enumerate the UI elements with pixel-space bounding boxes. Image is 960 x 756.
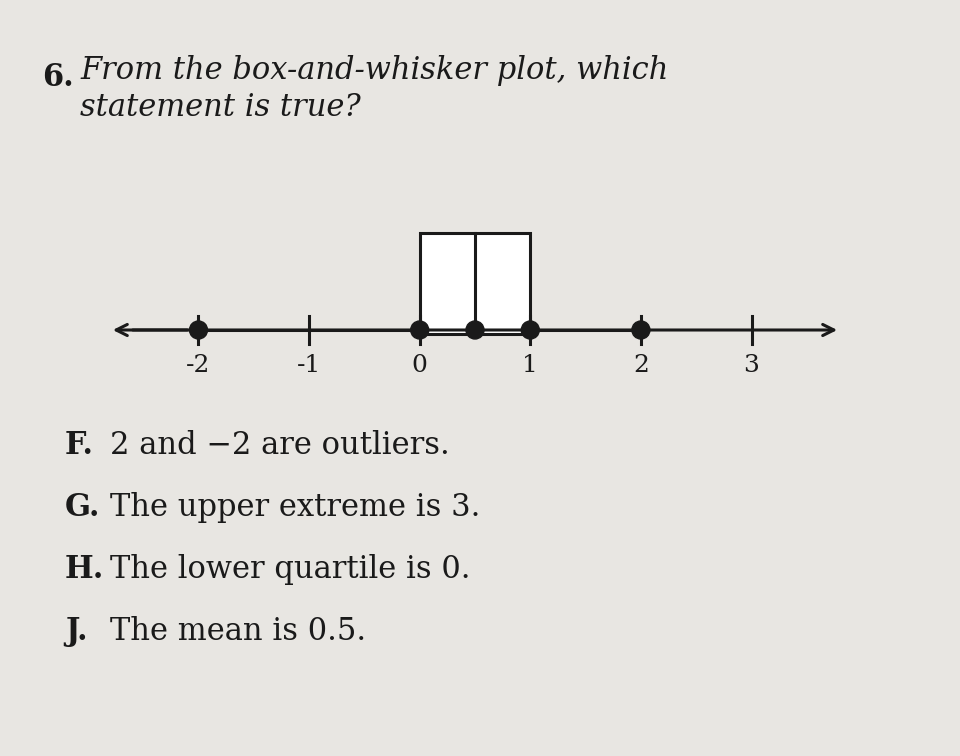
Circle shape — [521, 321, 540, 339]
Text: statement is true?: statement is true? — [80, 92, 361, 123]
Text: The upper extreme is 3.: The upper extreme is 3. — [110, 492, 480, 523]
Text: 3: 3 — [744, 354, 759, 377]
Text: J.: J. — [65, 616, 87, 647]
Text: 2: 2 — [633, 354, 649, 377]
Text: F.: F. — [65, 430, 94, 461]
Text: The mean is 0.5.: The mean is 0.5. — [110, 616, 366, 647]
Text: 0: 0 — [412, 354, 427, 377]
Circle shape — [411, 321, 429, 339]
Bar — [420, 233, 530, 334]
Text: 2 and −2 are outliers.: 2 and −2 are outliers. — [110, 430, 449, 461]
Text: H.: H. — [65, 554, 105, 585]
Circle shape — [632, 321, 650, 339]
Text: 6.: 6. — [42, 62, 74, 93]
Text: G.: G. — [65, 492, 101, 523]
Text: The lower quartile is 0.: The lower quartile is 0. — [110, 554, 470, 585]
Circle shape — [189, 321, 207, 339]
Text: -2: -2 — [186, 354, 210, 377]
Text: 1: 1 — [522, 354, 539, 377]
Circle shape — [466, 321, 484, 339]
Text: From the box-and-whisker plot, which: From the box-and-whisker plot, which — [80, 55, 668, 86]
Text: -1: -1 — [297, 354, 322, 377]
